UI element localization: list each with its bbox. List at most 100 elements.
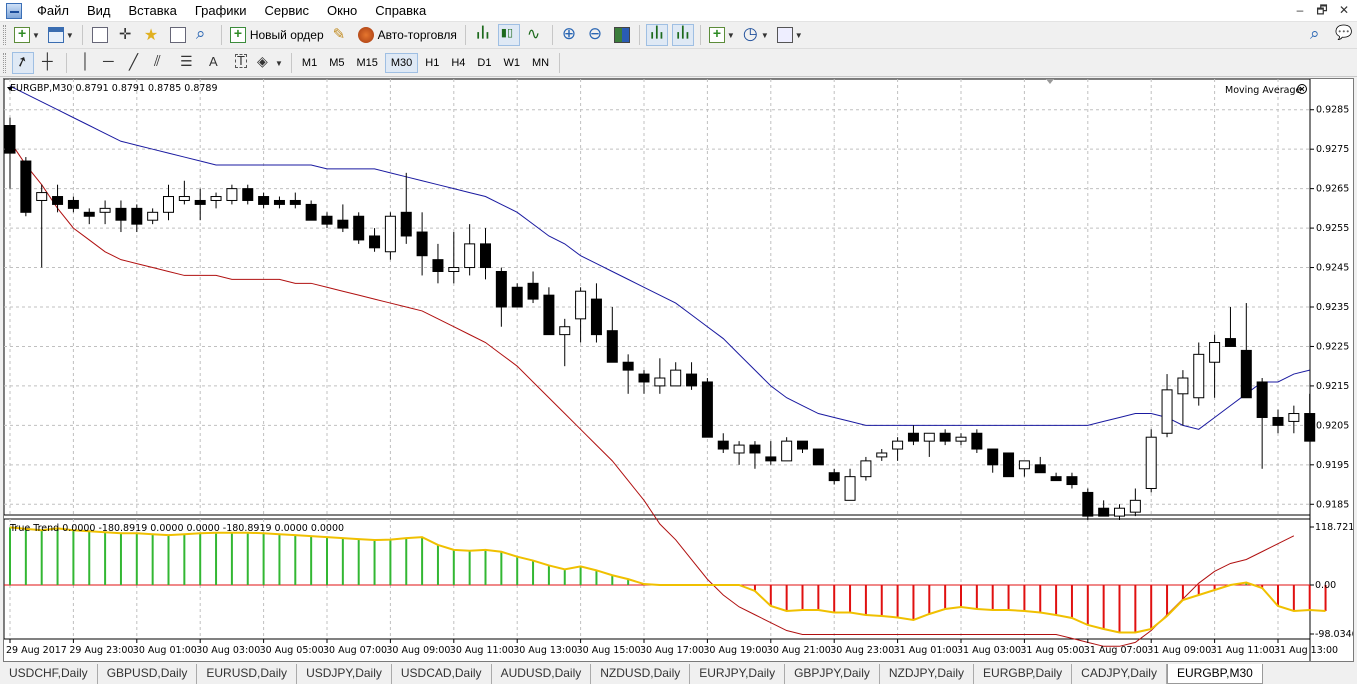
equidistant-channel-button[interactable] xyxy=(151,52,173,74)
chat-button[interactable] xyxy=(1333,24,1355,46)
bear-candle xyxy=(432,259,444,272)
candlestick-button[interactable] xyxy=(497,24,520,46)
chart-tab[interactable]: USDCAD,Daily xyxy=(392,664,492,684)
fibonacci-button[interactable] xyxy=(177,52,199,74)
menu-file[interactable]: Файл xyxy=(37,2,69,18)
tester-button[interactable] xyxy=(193,24,215,46)
data-window-button[interactable] xyxy=(115,24,137,46)
new-order-button[interactable]: Новый ордер xyxy=(228,24,326,46)
text-label-button[interactable] xyxy=(229,52,251,74)
line-chart-icon xyxy=(527,24,543,44)
line-chart-button[interactable] xyxy=(524,24,546,46)
chart-shift-button[interactable] xyxy=(671,24,694,46)
chart-shift-icon xyxy=(675,26,691,43)
menu-tools[interactable]: Сервис xyxy=(264,2,310,18)
toolbar-grip[interactable] xyxy=(3,53,6,73)
zoom-out-button[interactable] xyxy=(585,24,607,46)
timeframe-h4[interactable]: H4 xyxy=(451,57,466,69)
menu-view[interactable]: Вид xyxy=(86,2,111,18)
time-tick-label: 30 Aug 09:00 xyxy=(386,645,450,656)
restore-button[interactable]: 🗗 xyxy=(1316,3,1328,17)
chart-tab[interactable]: EURJPY,Daily xyxy=(690,664,786,684)
bear-candle xyxy=(717,440,729,450)
price-tick-label: 0.9245 xyxy=(1316,263,1349,274)
chart-tab[interactable]: GBPJPY,Daily xyxy=(785,664,880,684)
chart-tab[interactable]: USDCHF,Daily xyxy=(0,664,98,684)
menu-charts[interactable]: Графики xyxy=(194,2,247,18)
timeframe-m5[interactable]: M5 xyxy=(329,57,345,69)
chart-tab[interactable]: USDJPY,Daily xyxy=(297,664,392,684)
indicators-button[interactable]: ▼ xyxy=(707,24,737,46)
market-watch-button[interactable] xyxy=(89,24,111,46)
window-controls: – 🗗 ✕ xyxy=(1291,2,1353,18)
menu-window[interactable]: Окно xyxy=(327,2,358,18)
metaeditor-button[interactable] xyxy=(330,24,352,46)
shapes-button[interactable]: ▼ xyxy=(255,52,285,74)
terminal-button[interactable] xyxy=(167,24,189,46)
indicators-icon xyxy=(708,25,725,43)
crosshair-tool-button[interactable] xyxy=(38,52,60,74)
chat-icon xyxy=(1336,27,1352,43)
bear-candle xyxy=(4,125,16,154)
chart-tab[interactable]: NZDJPY,Daily xyxy=(880,664,975,684)
auto-trading-label: Авто-торговля xyxy=(377,28,457,42)
timeframe-h1[interactable]: H1 xyxy=(425,57,440,69)
subwindow-header: True Trend 0.0000 -180.8919 0.0000 0.000… xyxy=(9,523,344,534)
timeframe-d1[interactable]: D1 xyxy=(477,57,492,69)
bear-candle xyxy=(971,432,983,450)
bear-candle xyxy=(812,448,824,466)
trend-line-icon xyxy=(128,53,144,71)
search-button[interactable] xyxy=(1307,24,1329,46)
auto-trading-button[interactable]: Авто-торговля xyxy=(356,24,459,46)
minimize-button[interactable]: – xyxy=(1296,3,1304,17)
periods-button[interactable]: ▼ xyxy=(741,24,771,46)
timeframe-w1[interactable]: W1 xyxy=(503,57,520,69)
close-icon-cross xyxy=(1299,86,1305,92)
toolbar-grip[interactable] xyxy=(3,25,6,45)
navigator-button[interactable] xyxy=(141,24,163,46)
separator xyxy=(638,25,640,45)
menu-help[interactable]: Справка xyxy=(375,2,427,18)
timeframe-m30[interactable]: M30 xyxy=(384,53,419,73)
price-chart[interactable]: 0.9285 0.9275 0.9265 0.9255 0.9245 0.9235 0.92… xyxy=(4,79,1353,661)
price-tick-label: 0.9185 xyxy=(1316,499,1349,510)
bear-candle xyxy=(939,432,951,442)
chart-tab[interactable]: EURUSD,Daily xyxy=(197,664,298,684)
new-chart-button[interactable]: ▼ xyxy=(12,24,42,46)
chart-tab[interactable]: AUDUSD,Daily xyxy=(492,664,592,684)
time-tick-label: 30 Aug 03:00 xyxy=(196,645,260,656)
separator xyxy=(551,25,553,45)
chart-window[interactable]: 0.9285 0.9275 0.9265 0.9255 0.9245 0.9235 0.92… xyxy=(3,78,1354,662)
trend-line-button[interactable] xyxy=(125,52,147,74)
chart-tab[interactable]: NZDUSD,Daily xyxy=(591,664,691,684)
close-button[interactable]: ✕ xyxy=(1338,3,1350,17)
timeframe-mn[interactable]: MN xyxy=(531,57,550,69)
cursor-tool-button[interactable] xyxy=(12,52,34,74)
timeframe-m15[interactable]: M15 xyxy=(356,57,378,69)
bar-chart-button[interactable] xyxy=(472,24,494,46)
chevron-down-icon: ▼ xyxy=(32,30,40,40)
timeframe-m1[interactable]: M1 xyxy=(301,57,318,69)
chart-shift-marker xyxy=(1046,79,1054,84)
text-tool-button[interactable] xyxy=(203,52,225,74)
chart-tab[interactable]: GBPUSD,Daily xyxy=(98,664,198,684)
horizontal-line-button[interactable] xyxy=(99,52,121,74)
chart-tab[interactable]: EURGBP,M30 xyxy=(1166,664,1263,684)
tile-windows-button[interactable] xyxy=(611,24,633,46)
templates-button[interactable]: ▼ xyxy=(775,24,805,46)
bull-candle xyxy=(448,267,460,272)
bear-candle xyxy=(1050,476,1062,482)
sub-tick-label: 0.00 xyxy=(1315,580,1336,591)
profiles-button[interactable]: ▼ xyxy=(46,24,76,46)
bear-candle xyxy=(1066,476,1078,486)
auto-scroll-icon xyxy=(649,26,665,43)
vertical-line-button[interactable] xyxy=(73,52,95,74)
zoom-in-button[interactable] xyxy=(559,24,581,46)
price-tick-label: 0.9215 xyxy=(1316,381,1349,392)
menu-insert[interactable]: Вставка xyxy=(128,2,177,18)
auto-scroll-button[interactable] xyxy=(645,24,668,46)
chevron-down-icon: ▼ xyxy=(794,30,803,40)
chart-tab[interactable]: CADJPY,Daily xyxy=(1072,664,1167,684)
chart-tab[interactable]: EURGBP,Daily xyxy=(974,664,1073,684)
new-chart-icon xyxy=(14,25,30,43)
